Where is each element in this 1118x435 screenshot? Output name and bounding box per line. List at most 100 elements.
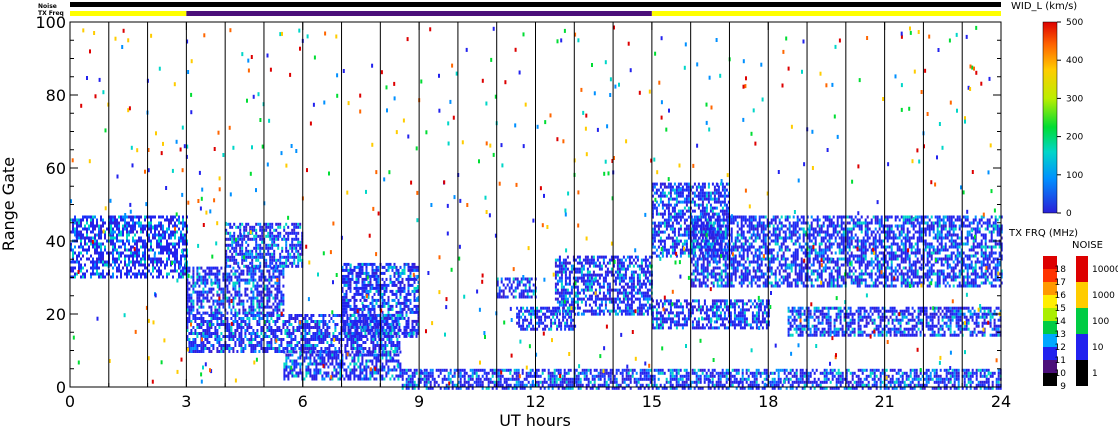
echo-cell — [437, 374, 440, 378]
echo-cell — [547, 383, 550, 387]
echo-cell — [126, 233, 128, 237]
echo-cell — [399, 274, 402, 278]
echo-cell — [204, 269, 207, 273]
echo-cell — [148, 221, 150, 225]
echo-cell — [276, 350, 279, 353]
echo-cell — [226, 296, 229, 300]
echo-cell — [577, 377, 580, 381]
echo-cell — [935, 380, 938, 384]
echo-cell — [140, 215, 142, 219]
echo-cell — [194, 338, 197, 341]
echo-cell — [385, 334, 388, 338]
echo-cell — [86, 218, 88, 222]
echo-cell — [362, 320, 365, 323]
echo-cell — [359, 350, 362, 354]
echo-cell — [411, 383, 414, 387]
echo-cell — [80, 221, 82, 225]
echo-cell — [218, 293, 221, 297]
echo-cell — [675, 386, 678, 390]
echo-cell — [361, 280, 364, 284]
echo-cell — [903, 386, 906, 390]
echo-cell — [599, 371, 602, 375]
echo-cell — [276, 314, 279, 317]
echo-cell — [389, 322, 392, 326]
echo-cell — [226, 335, 229, 338]
txfreq-segment — [70, 11, 187, 16]
echo-cell — [381, 362, 384, 366]
echo-cell — [685, 380, 688, 384]
echo-cell — [318, 314, 321, 317]
echo-cell — [755, 371, 758, 375]
echo-cell — [160, 248, 162, 252]
echo-cell — [439, 371, 442, 375]
echo-cell — [413, 286, 416, 290]
echo-cell — [343, 292, 346, 296]
echo-cell — [929, 377, 932, 381]
echo-cell — [355, 350, 358, 354]
echo-cell — [532, 292, 535, 296]
echo-cell — [172, 269, 174, 273]
echo-cell — [549, 377, 552, 381]
echo-cell — [389, 368, 392, 372]
echo-cell — [261, 252, 264, 256]
echo-cell — [897, 368, 900, 372]
echo-cell — [362, 341, 365, 344]
echo-cell — [419, 374, 422, 378]
echo-cell — [305, 371, 308, 375]
echo-cell — [266, 320, 269, 323]
echo-cell — [232, 335, 235, 338]
echo-cell — [723, 374, 726, 378]
echo-cell — [621, 374, 624, 378]
echo-cell — [100, 254, 102, 258]
echo-cell — [833, 368, 836, 372]
echo-cell — [226, 323, 229, 326]
echo-cell — [369, 310, 372, 314]
echo-cell — [166, 257, 168, 261]
echo-cell — [779, 380, 782, 384]
echo-cell — [507, 368, 510, 372]
echo-cell — [228, 281, 231, 285]
echo-cell — [254, 335, 257, 338]
echo-cell — [278, 308, 281, 312]
echo-cell — [383, 304, 386, 308]
echo-cell — [132, 239, 134, 243]
echo-cell — [289, 261, 292, 265]
echo-cell — [232, 314, 235, 317]
echo-cell — [322, 341, 325, 344]
echo-cell — [536, 306, 539, 310]
echo-cell — [597, 374, 600, 378]
echo-cell — [721, 368, 724, 372]
echo-cell — [361, 295, 364, 299]
echo-cell — [178, 263, 180, 267]
echo-cell — [104, 260, 106, 264]
echo-cell — [116, 251, 118, 255]
echo-cell — [407, 316, 410, 320]
echo-cell — [258, 341, 261, 344]
echo-cell — [74, 221, 76, 225]
echo-cell — [270, 326, 273, 329]
echo-cell — [399, 271, 402, 275]
echo-cell — [985, 374, 988, 378]
echo-cell — [415, 268, 418, 272]
echo-cell — [498, 286, 501, 290]
echo-cell — [743, 377, 746, 381]
echo-cell — [106, 239, 108, 243]
echo-cell — [969, 383, 972, 387]
echo-cell — [240, 335, 243, 338]
echo-cell — [569, 386, 572, 390]
echo-cell — [128, 257, 130, 261]
echo-cell — [505, 386, 508, 390]
echo-cell — [989, 374, 992, 378]
echo-cell — [341, 365, 344, 369]
echo-cell — [180, 257, 182, 261]
echo-cell — [375, 271, 378, 275]
echo-cell — [150, 239, 152, 243]
echo-cell — [96, 224, 98, 228]
echo-cell — [518, 324, 521, 328]
echo-cell — [371, 283, 374, 287]
echo-cell — [303, 350, 306, 354]
echo-cell — [707, 380, 710, 384]
echo-cell — [411, 328, 414, 332]
echo-cell — [96, 221, 98, 225]
echo-cell — [396, 341, 399, 344]
